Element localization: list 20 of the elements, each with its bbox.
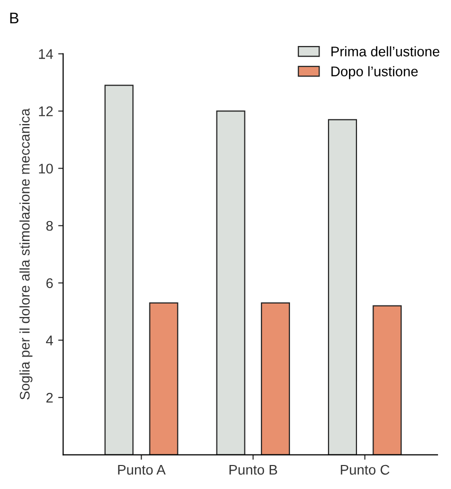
legend-label: Dopo l’ustione bbox=[331, 66, 418, 80]
bar bbox=[149, 302, 178, 455]
x-tick-label: Punto C bbox=[340, 464, 390, 475]
y-tick-label: 12 bbox=[39, 106, 53, 116]
y-tick-label: 8 bbox=[46, 220, 53, 231]
y-tick-label: 14 bbox=[39, 49, 54, 59]
bar bbox=[328, 119, 358, 455]
y-tick-label: 6 bbox=[46, 278, 53, 288]
legend-label: Prima dell’ustione bbox=[331, 46, 440, 56]
bar bbox=[104, 84, 134, 455]
y-axis-title: Soglia per il dolore alla stimolazione meccanica bbox=[19, 108, 32, 400]
y-tick-label: 4 bbox=[46, 336, 54, 346]
x-tick-label: Punto A bbox=[118, 465, 166, 475]
chart-title: B bbox=[10, 12, 18, 24]
bar bbox=[260, 302, 290, 455]
x-tick-label: Punto B bbox=[230, 465, 278, 475]
bar bbox=[216, 110, 246, 455]
y-tick-label: 2 bbox=[46, 392, 53, 403]
y-tick-label: 10 bbox=[39, 164, 53, 174]
bar bbox=[372, 305, 402, 455]
